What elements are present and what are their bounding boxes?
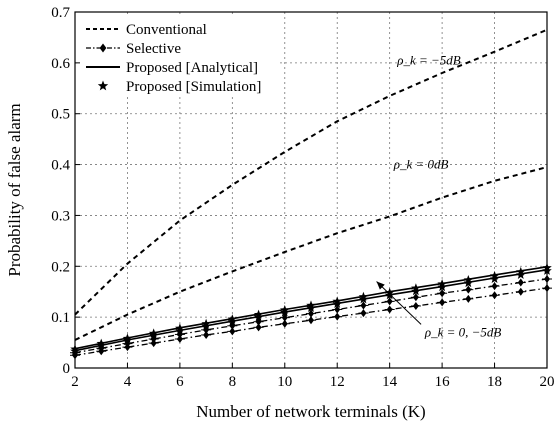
x-tick-label: 2 <box>71 374 79 390</box>
legend-label: Selective <box>126 41 181 57</box>
simulation-star-point <box>358 294 369 304</box>
axis-ticks: 2 4 6 8 10 12 14 16 18 20 0 0.1 0.2 0.3 0.4 0.5 0.6 0.7 <box>51 5 554 390</box>
y-tick-label: 0.5 <box>51 107 70 123</box>
y-tick-label: 0.3 <box>51 208 70 224</box>
x-tick-label: 8 <box>229 374 237 390</box>
simulation-star-point <box>306 303 316 312</box>
x-tick-label: 18 <box>487 374 502 390</box>
x-tick-label: 4 <box>124 374 132 390</box>
simulation-star-point <box>489 274 500 283</box>
y-tick-label: 0.4 <box>51 158 70 174</box>
y-tick-label: 0 <box>63 361 71 377</box>
series-dashed-line <box>74 166 548 341</box>
annotation-arrowhead <box>376 281 385 290</box>
x-tick-label: 6 <box>176 374 184 390</box>
y-tick-label: 0.1 <box>51 310 70 326</box>
simulation-star-point <box>516 269 526 279</box>
x-axis-label: Number of network terminals (K) <box>196 402 425 421</box>
curve-annotation: ρ_k = 0dB <box>393 157 449 172</box>
simulation-star-point <box>280 307 290 317</box>
simulation-star-point <box>253 312 264 322</box>
legend: Conventional Selective Proposed [Analytica… <box>80 17 280 97</box>
legend-box <box>80 17 280 97</box>
series-layer <box>70 28 552 360</box>
annotation-arrow <box>376 281 422 325</box>
y-tick-label: 0.6 <box>51 56 70 72</box>
y-axis-label: Probability of false alarm <box>5 103 24 276</box>
legend-diamond-marker <box>99 43 107 53</box>
simulation-star-point <box>437 282 447 292</box>
plot-frame <box>74 11 548 369</box>
simulation-star-point <box>332 298 342 308</box>
series-dashed-line <box>74 28 548 316</box>
x-tick-label: 12 <box>330 374 345 390</box>
simulation-star-point <box>175 325 185 335</box>
simulation-star-point <box>463 278 474 288</box>
simulation-star-point <box>227 316 238 326</box>
x-tick-label: 16 <box>435 374 451 390</box>
simulation-star-point <box>148 330 159 340</box>
legend-label: Proposed [Simulation] <box>126 79 261 95</box>
x-tick-label: 20 <box>540 374 555 390</box>
y-tick-label: 0.2 <box>51 259 70 275</box>
annotations: ρ_k = −5dB ρ_k = 0dB ρ_k = 0, −5dB <box>376 52 502 339</box>
x-tick-label: 14 <box>382 374 398 390</box>
x-tick-label: 10 <box>277 374 292 390</box>
legend-label: Proposed [Analytical] <box>126 60 258 76</box>
series-dashdot-diamond-line <box>70 284 552 360</box>
conventional-curve <box>74 166 548 341</box>
y-tick-label: 0.7 <box>51 5 70 21</box>
simulation-star-point <box>411 286 421 296</box>
legend-label: Conventional <box>126 22 207 38</box>
legend-star-marker <box>97 80 109 91</box>
simulation-star-point <box>201 321 211 331</box>
curve-annotation: ρ_k = −5dB <box>396 52 461 67</box>
curve-annotation: ρ_k = 0, −5dB <box>424 324 502 339</box>
conventional-curve <box>74 28 548 316</box>
